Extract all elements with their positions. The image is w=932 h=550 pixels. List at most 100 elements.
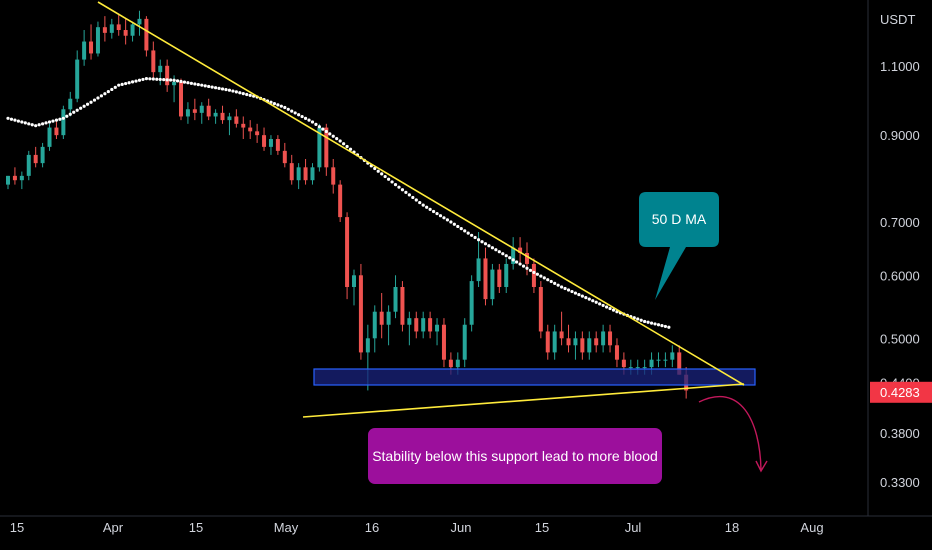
candle-body <box>220 112 225 121</box>
candle <box>89 24 94 60</box>
candle-body <box>372 311 377 339</box>
candle-body <box>594 338 599 346</box>
candle-body <box>490 269 495 300</box>
candle <box>47 123 52 151</box>
candle <box>241 116 246 140</box>
candle <box>511 237 516 270</box>
ma-dot <box>438 214 443 218</box>
ma-dot <box>279 104 283 108</box>
candles-layer <box>6 10 689 399</box>
ma-dot <box>124 81 128 86</box>
candle-body <box>428 318 433 332</box>
ma-dot <box>144 77 148 81</box>
ma-dot <box>324 129 328 134</box>
candle <box>601 324 606 353</box>
candle <box>282 142 287 168</box>
ma-dot <box>30 123 34 127</box>
ma-dot <box>9 117 14 121</box>
support-note-callout[interactable]: Stability below this support lead to mor… <box>368 428 662 484</box>
time-axis[interactable]: 15 Apr 15 May 16 Jun 15 Jul 18 Aug <box>0 515 932 535</box>
support-zone[interactable] <box>313 368 756 386</box>
ma-dot <box>283 105 287 110</box>
candle-body <box>158 65 163 73</box>
ma-dot <box>23 121 27 125</box>
candle-body <box>275 139 280 151</box>
candle <box>614 338 619 368</box>
candle <box>372 305 377 353</box>
time-tick-label: 15 <box>189 520 203 535</box>
candle-body <box>338 184 343 218</box>
ma-dot <box>207 84 211 89</box>
ma-dot <box>539 274 543 278</box>
candle-body <box>289 163 294 181</box>
ma-dot <box>82 104 86 108</box>
ascending-trendline[interactable] <box>302 383 745 418</box>
candle-body <box>262 135 267 147</box>
ma-dot <box>494 248 498 252</box>
ma-dot <box>151 77 155 81</box>
ma-dot <box>231 89 235 93</box>
ma-dot <box>528 268 533 272</box>
ma-dot <box>16 119 20 123</box>
ma-dot <box>335 136 339 141</box>
ma-50-layer <box>6 77 671 329</box>
candle-body <box>116 24 121 31</box>
ma-dot <box>476 238 481 242</box>
descending-trendline[interactable] <box>97 1 745 386</box>
ma-dot <box>75 108 79 112</box>
candle <box>268 135 273 155</box>
ma-dot <box>317 125 321 129</box>
ma-dot <box>310 120 315 124</box>
price-axis[interactable]: USDT 1.10000.90000.70000.60000.50000.440… <box>867 0 932 516</box>
ma-dot <box>573 291 578 295</box>
ma-dot <box>169 78 173 82</box>
ma-dot <box>483 242 488 246</box>
ma-dot <box>34 124 38 128</box>
ma-dot <box>480 240 484 244</box>
projection-arrow-head <box>755 460 768 473</box>
ma-dot <box>203 84 207 88</box>
ma-dot <box>47 120 52 124</box>
candle <box>587 331 592 360</box>
ma-dot <box>307 118 311 122</box>
ma-dot <box>331 134 335 138</box>
candle <box>109 18 114 39</box>
ma-dot <box>189 81 193 85</box>
candle-body <box>109 24 114 33</box>
candle <box>61 105 66 140</box>
last-price-tag: 0.4283 <box>870 381 932 403</box>
candle <box>199 102 204 124</box>
ma-dot <box>297 113 301 117</box>
candle-body <box>192 109 197 113</box>
ma-dot <box>290 109 294 113</box>
ma-dot <box>521 264 526 268</box>
candle <box>663 352 668 368</box>
axis-currency-label: USDT <box>880 12 915 27</box>
candle <box>393 275 398 319</box>
candle-body <box>213 112 218 117</box>
candle-body <box>393 287 398 312</box>
candle-body <box>531 263 536 288</box>
candle-body <box>165 65 170 86</box>
ma-dot <box>214 86 218 90</box>
candle <box>379 293 384 339</box>
candle-body <box>123 30 128 36</box>
ma-callout[interactable]: 50 D MA <box>639 192 719 300</box>
ma-dot <box>217 86 221 90</box>
ma-dot <box>594 300 598 304</box>
candle <box>33 146 38 168</box>
candle <box>213 109 218 124</box>
candle-body <box>268 139 273 147</box>
ma-dot <box>452 222 456 226</box>
candle-body <box>608 331 613 346</box>
ma-dot <box>511 258 515 262</box>
candle-body <box>248 127 253 132</box>
ma-dot <box>338 139 342 143</box>
candle <box>566 324 571 353</box>
last-price-tag-text: 0.4283 <box>880 385 920 400</box>
ma-dot <box>598 302 602 306</box>
time-tick-label: 18 <box>725 520 739 535</box>
ma-dot <box>345 144 349 149</box>
candle-body <box>642 367 647 369</box>
